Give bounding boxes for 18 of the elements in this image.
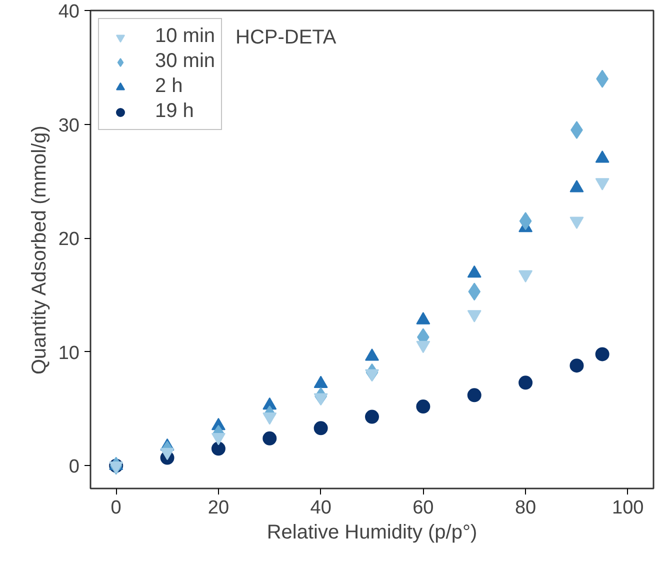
x-tick-label: 80: [514, 498, 536, 518]
y-tick-label: 20: [58, 229, 80, 250]
legend-label: 30 min: [155, 50, 216, 73]
legend-label: 10 min: [155, 25, 216, 48]
y-tick-label: 0: [68, 456, 80, 478]
x-tick-label: 0: [110, 498, 122, 518]
annotation: HCP-DETA: [236, 26, 337, 48]
legend-label: 2 h: [155, 75, 183, 98]
legend-label: 19 h: [155, 100, 194, 123]
y-tick-label: 30: [58, 115, 80, 136]
y-axis-title: Quantity Adsorbed (mmol/g): [28, 126, 50, 375]
x-tick-label: 100: [612, 498, 644, 518]
y-tick-label: 10: [58, 342, 80, 364]
x-axis-title: Relative Humidity (p/p°): [266, 522, 478, 544]
y-tick-label: 40: [58, 2, 80, 22]
x-tick-label: 20: [208, 498, 230, 518]
x-tick-label: 60: [412, 498, 434, 518]
x-tick-label: 40: [310, 498, 332, 518]
